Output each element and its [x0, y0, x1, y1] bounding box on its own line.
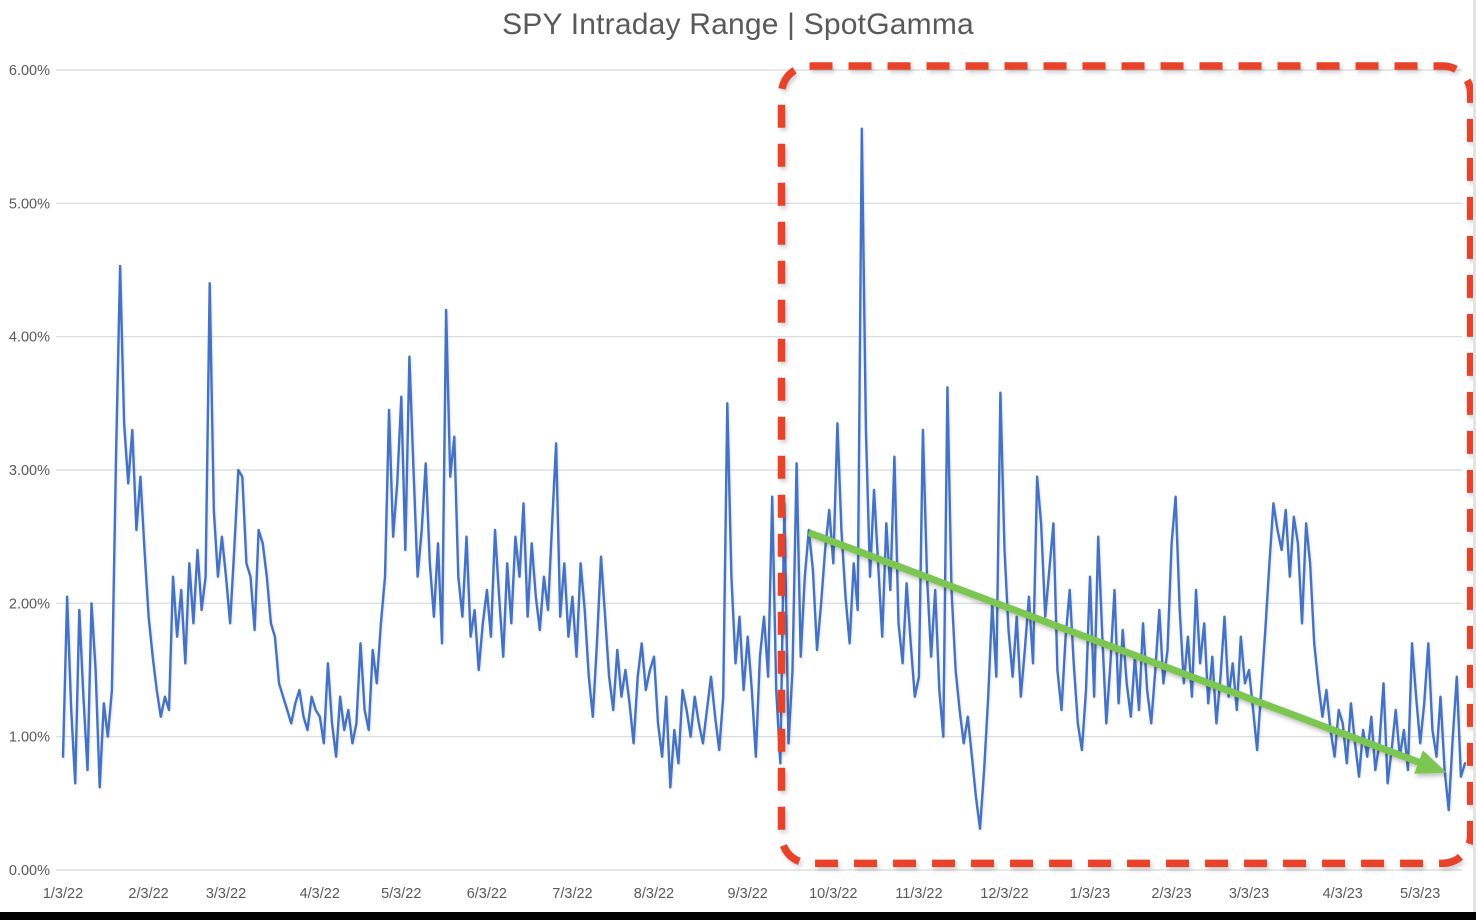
y-tick-label: 5.00% — [9, 196, 50, 212]
window-bottom-edge — [0, 912, 1476, 920]
x-axis-labels: 1/3/22 2/3/22 3/3/22 4/3/22 5/3/22 6/3/22 7/3/… — [43, 886, 1440, 902]
x-tick-label: 7/3/22 — [552, 886, 592, 902]
x-tick-label: 8/3/22 — [634, 886, 674, 902]
chart-title: SPY Intraday Range | SpotGamma — [502, 8, 974, 41]
x-tick-label: 1/3/23 — [1070, 886, 1110, 902]
series-intraday-range — [61, 127, 1467, 830]
window-right-edge — [1473, 0, 1476, 912]
highlight-region-box — [777, 62, 1475, 868]
y-tick-label: 6.00% — [9, 63, 50, 79]
y-tick-label: 2.00% — [9, 596, 50, 612]
x-tick-label: 6/3/22 — [467, 886, 507, 902]
x-tick-label: 2/3/23 — [1151, 886, 1191, 902]
x-tick-label: 10/3/22 — [809, 886, 857, 902]
x-tick-label: 12/3/22 — [980, 886, 1028, 902]
x-tick-label: 2/3/22 — [128, 886, 168, 902]
x-tick-label: 3/3/22 — [206, 886, 246, 902]
x-tick-label: 1/3/22 — [43, 886, 83, 902]
x-tick-label: 5/3/23 — [1400, 886, 1440, 902]
y-axis-labels: 6.00% 5.00% 4.00% 3.00% 2.00% 1.00% 0.00% — [9, 63, 50, 879]
gridlines — [56, 69, 1462, 871]
y-tick-label: 4.00% — [9, 330, 50, 346]
y-tick-label: 3.00% — [9, 463, 50, 479]
x-tick-label: 3/3/23 — [1229, 886, 1269, 902]
y-tick-label: 1.00% — [9, 730, 50, 746]
y-tick-label: 0.00% — [9, 863, 50, 879]
x-tick-label: 4/3/22 — [300, 886, 340, 902]
x-tick-label: 11/3/22 — [895, 886, 942, 902]
x-tick-label: 5/3/22 — [381, 886, 421, 902]
trend-arrow — [807, 529, 1447, 774]
x-tick-label: 4/3/23 — [1323, 886, 1363, 902]
x-tick-label: 9/3/22 — [728, 886, 768, 902]
